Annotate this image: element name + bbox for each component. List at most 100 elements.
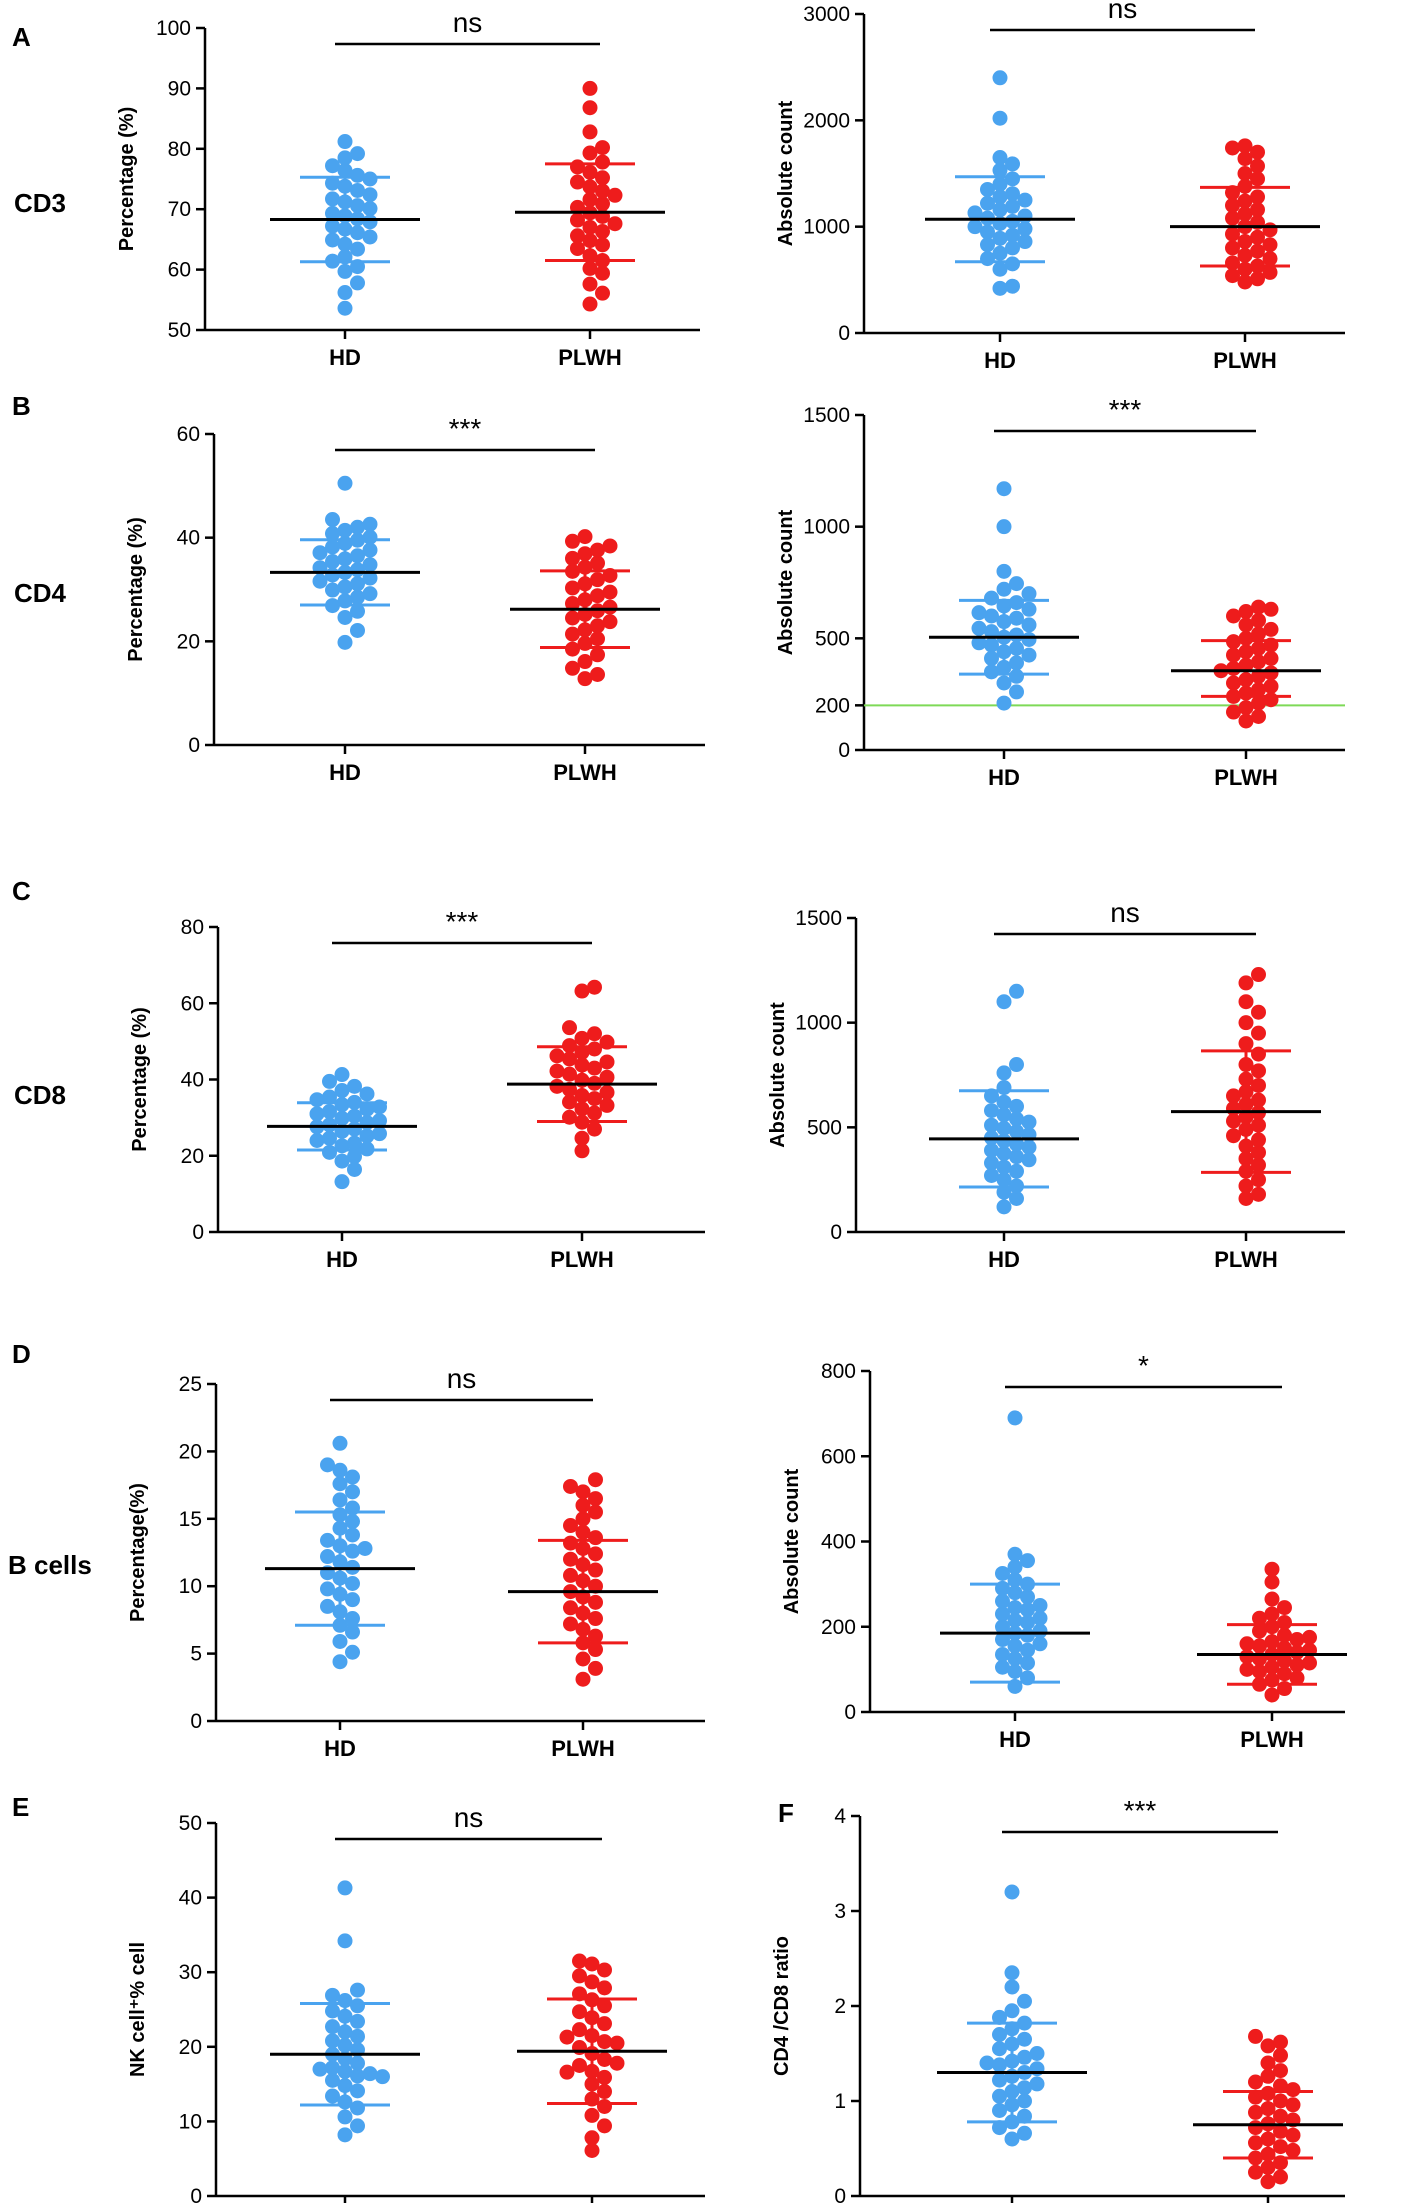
significance-label: ns: [447, 1363, 477, 1394]
data-point-plwh: [1262, 264, 1278, 280]
data-point-hd: [992, 110, 1008, 126]
data-point-hd: [1009, 684, 1024, 700]
data-point-hd: [995, 1565, 1010, 1581]
data-point-plwh: [1238, 1191, 1254, 1207]
data-point-plwh: [595, 154, 610, 170]
data-point-hd: [1017, 2049, 1032, 2065]
data-point-plwh: [1252, 1664, 1267, 1680]
data-point-plwh: [563, 1551, 578, 1567]
data-point-plwh: [1251, 1077, 1266, 1093]
data-point-plwh: [1225, 240, 1240, 256]
data-point-hd: [1009, 668, 1024, 684]
data-point-plwh: [570, 240, 585, 256]
y-tick-label: 4: [834, 1805, 846, 1828]
data-point-hd: [362, 586, 378, 602]
data-point-plwh: [1251, 612, 1266, 628]
data-point-hd: [372, 1113, 387, 1129]
data-point-plwh: [565, 610, 580, 626]
data-point-plwh: [1252, 1610, 1267, 1626]
data-point-plwh: [1260, 2038, 1276, 2054]
data-point-plwh: [588, 1491, 603, 1507]
data-point-plwh: [1263, 678, 1279, 694]
y-tick-label: 20: [179, 2036, 202, 2059]
data-point-hd: [332, 1633, 348, 1649]
data-point-plwh: [1248, 2089, 1263, 2105]
data-point-hd: [350, 622, 365, 638]
data-point-hd: [992, 261, 1008, 277]
data-point-hd: [984, 608, 999, 624]
data-point-hd: [322, 1073, 337, 1089]
data-point-plwh: [572, 1953, 587, 1969]
data-point-plwh: [1260, 2160, 1276, 2175]
data-point-plwh: [595, 285, 610, 301]
data-point-hd: [312, 2061, 328, 2077]
panel-d-left: D 0 5 10 15 20 25 HD PLWH Percentage(%) ns: [12, 1339, 705, 1761]
data-point-hd: [309, 1106, 325, 1122]
panel-letter-c: C: [12, 876, 31, 906]
data-point-plwh: [590, 603, 605, 619]
data-point-plwh: [1238, 975, 1254, 991]
data-point-hd: [992, 162, 1008, 178]
data-point-hd: [1009, 640, 1024, 656]
y-axis-label: Absolute count: [767, 1002, 789, 1148]
data-point-hd: [995, 1659, 1010, 1675]
data-point-hd: [347, 1149, 362, 1165]
data-point-hd: [337, 134, 353, 150]
data-point-plwh: [575, 1511, 591, 1527]
panel-a-left: A 50 60 70 80 90 100 HD PLWH Percentage (%) ns: [12, 7, 700, 370]
x-category-label-hd: HD: [988, 765, 1020, 790]
data-point-plwh: [1277, 1666, 1292, 1682]
data-point-hd: [337, 285, 353, 301]
data-point-hd: [1020, 1589, 1035, 1605]
data-point-hd: [350, 548, 365, 564]
data-point-plwh: [1251, 695, 1266, 711]
data-point-hd: [1032, 1610, 1048, 1626]
y-tick-label: 400: [821, 1531, 856, 1554]
data-point-hd: [1005, 171, 1020, 187]
data-point-plwh: [1260, 2068, 1276, 2084]
significance-label: ***: [1109, 394, 1142, 425]
data-point-hd: [325, 567, 340, 583]
data-point-plwh: [609, 2035, 625, 2051]
data-point-plwh: [588, 1504, 603, 1520]
data-point-hd: [362, 2066, 378, 2082]
data-point-plwh: [1285, 2082, 1301, 2098]
data-point-plwh: [597, 2118, 612, 2134]
significance-label: ***: [449, 413, 482, 444]
data-point-hd: [1017, 192, 1033, 208]
data-point-hd: [325, 2072, 340, 2088]
y-tick-label: 500: [807, 1116, 842, 1139]
x-category-label-plwh: PLWH: [558, 345, 622, 370]
data-point-hd: [992, 2072, 1007, 2088]
data-point-plwh: [562, 1051, 577, 1067]
data-point-plwh: [595, 170, 610, 186]
data-point-hd: [992, 2041, 1007, 2057]
data-point-plwh: [1264, 1606, 1280, 1622]
data-point-hd: [1020, 1553, 1035, 1569]
y-tick-label: 40: [179, 1887, 202, 1910]
data-point-hd: [1009, 1098, 1024, 1114]
data-point-plwh: [1225, 140, 1240, 156]
data-point-hd: [337, 609, 353, 625]
y-tick-label: 20: [179, 1440, 202, 1463]
data-point-hd: [1009, 576, 1024, 592]
data-point-hd: [1021, 647, 1037, 663]
data-point-plwh: [574, 1143, 590, 1159]
data-point-plwh: [588, 1472, 603, 1488]
data-point-hd: [980, 224, 995, 240]
data-point-plwh: [1250, 189, 1265, 205]
y-tick-label: 80: [168, 138, 191, 161]
data-point-hd: [345, 1513, 360, 1529]
data-point-hd: [1017, 234, 1033, 250]
data-point-plwh: [1251, 1092, 1266, 1108]
data-point-plwh: [588, 1628, 603, 1644]
data-point-hd: [345, 1576, 360, 1592]
data-point-plwh: [1302, 1629, 1317, 1645]
data-point-plwh: [597, 2016, 612, 2032]
y-tick-label: 3: [834, 1900, 846, 1923]
data-point-plwh: [597, 2069, 612, 2085]
data-point-plwh: [588, 1660, 603, 1676]
data-point-hd: [984, 664, 999, 680]
data-point-hd: [1020, 1627, 1035, 1643]
data-point-plwh: [1251, 1063, 1266, 1079]
